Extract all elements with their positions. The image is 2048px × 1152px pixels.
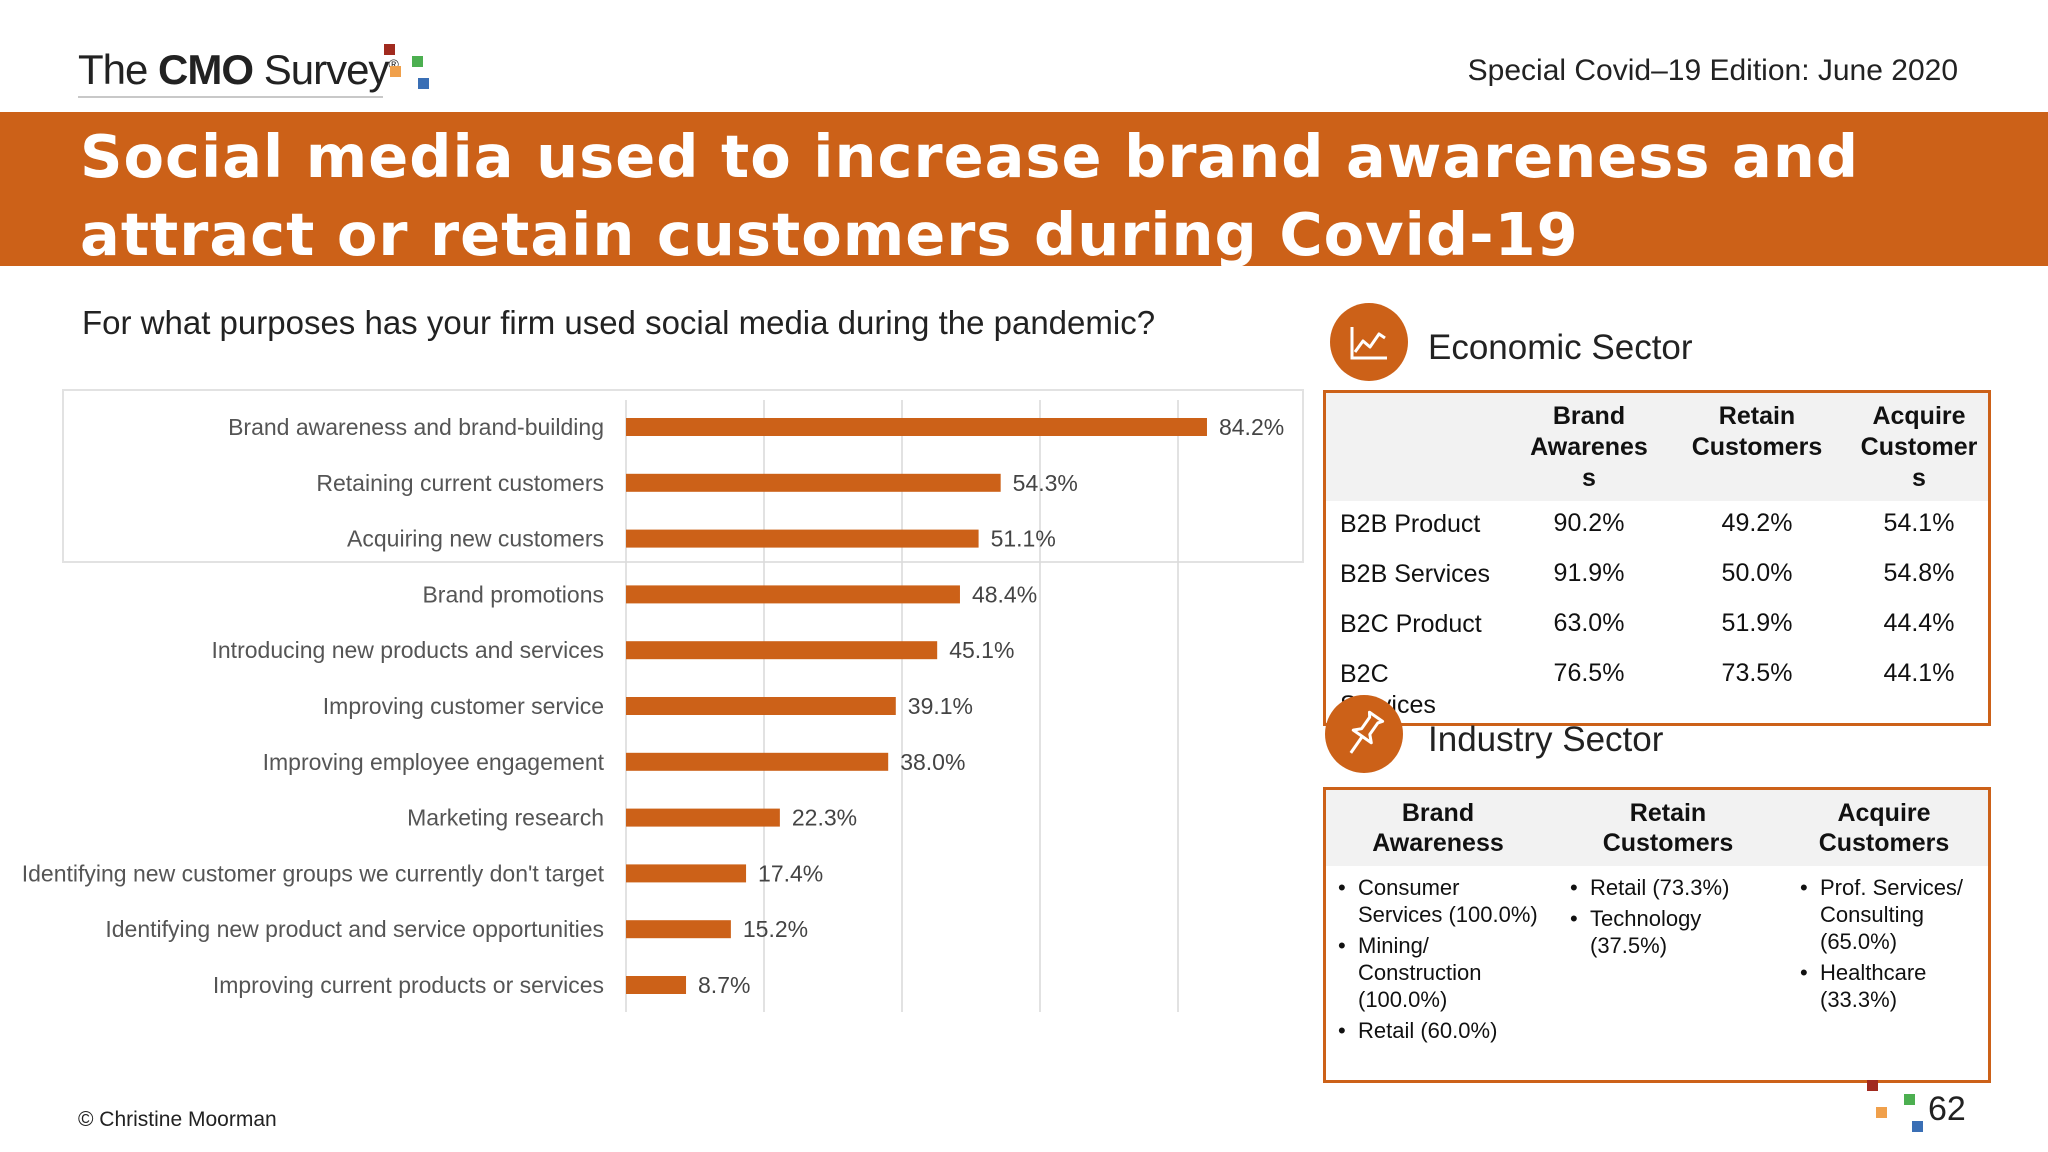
econ-cell: 49.2%	[1721, 509, 1793, 537]
line-chart-icon	[1350, 327, 1387, 360]
category-label: Introducing new products and services	[212, 637, 605, 663]
value-label: 39.1%	[908, 693, 973, 719]
category-label: Improving customer service	[323, 693, 604, 719]
ind-list-item: Mining/ Construction (100.0%)	[1338, 932, 1548, 1013]
category-label: Improving current products or services	[213, 972, 604, 998]
industry-icon-circle	[1325, 695, 1403, 773]
chart-highlight-box	[62, 389, 1304, 563]
copyright: © Christine Moorman	[78, 1108, 277, 1131]
bar	[626, 976, 687, 994]
edition-label: Special Covid–19 Edition: June 2020	[1467, 54, 1958, 87]
value-label: 45.1%	[949, 637, 1014, 663]
value-label: 8.7%	[698, 972, 750, 998]
bar-chart: Brand awareness and brand-building 84.2% R…	[22, 389, 1304, 1012]
bar	[626, 585, 960, 604]
economic-sector-table: Brand Awarenes s Retain Customers Acquire Cu…	[1323, 390, 1991, 726]
bar	[626, 529, 979, 548]
econ-row-label: B2B Services	[1340, 560, 1491, 588]
chart-gridlines	[625, 400, 1179, 1012]
econ-cell: 50.0%	[1721, 559, 1793, 587]
value-label: 51.1%	[991, 526, 1056, 552]
footer-square-red	[1867, 1080, 1878, 1091]
category-label: Acquiring new customers	[347, 526, 604, 552]
logo-square-blue	[418, 78, 429, 89]
bar	[626, 473, 1001, 492]
logo-text: The CMO Survey®	[78, 46, 399, 93]
econ-cell: 44.1%	[1883, 659, 1955, 687]
econ-cell: 51.9%	[1721, 609, 1793, 637]
econ-cell: 54.1%	[1883, 509, 1955, 537]
category-label: Identifying new customer groups we curre…	[22, 860, 605, 886]
ind-col-brand: Consumer Services (100.0%) Mining/ Const…	[1338, 874, 1548, 1048]
bar	[626, 752, 889, 771]
cmo-survey-logo: The CMO Survey®	[78, 42, 438, 98]
category-label: Brand promotions	[422, 581, 604, 607]
economic-sector-title: Economic Sector	[1428, 328, 1693, 367]
logo-square-red	[384, 44, 395, 55]
econ-cell: 91.9%	[1553, 559, 1625, 587]
bar	[626, 808, 780, 827]
economic-table-header	[1326, 393, 1988, 501]
ind-header-acquire: Acquire Customers	[1818, 799, 1950, 857]
ind-list-item: Prof. Services/ Consulting (65.0%)	[1800, 874, 1986, 955]
title-banner: Social media used to increase brand awar…	[0, 112, 2048, 269]
category-label: Retaining current customers	[316, 470, 604, 496]
ind-col-acquire: Prof. Services/ Consulting (65.0%) Healt…	[1800, 874, 1986, 1017]
bar	[626, 697, 896, 715]
value-label: 17.4%	[758, 860, 823, 886]
econ-cell: 90.2%	[1553, 509, 1625, 537]
economic-icon-circle	[1330, 303, 1408, 381]
chart-bars: Brand awareness and brand-building 84.2% R…	[22, 414, 1284, 998]
ind-list-item: Retail (73.3%)	[1570, 874, 1770, 901]
bar	[626, 920, 731, 939]
ind-list-item: Retail (60.0%)	[1338, 1017, 1548, 1044]
category-label: Improving employee engagement	[263, 749, 605, 775]
industry-sector-title: Industry Sector	[1428, 720, 1664, 759]
page-number: 62	[1928, 1090, 1966, 1128]
value-label: 38.0%	[900, 749, 965, 775]
econ-cell: 76.5%	[1553, 659, 1625, 687]
logo-square-orange	[390, 66, 401, 77]
ind-list-item: Consumer Services (100.0%)	[1338, 874, 1548, 928]
econ-header-acquire: Acquire Customer s	[1860, 402, 1978, 492]
industry-table-header	[1326, 790, 1988, 866]
logo-square-green	[412, 56, 423, 67]
value-label: 15.2%	[743, 916, 808, 942]
category-label: Identifying new product and service oppo…	[105, 916, 604, 942]
category-label: Marketing research	[407, 805, 604, 831]
footer-square-blue	[1912, 1121, 1923, 1132]
footer-square-green	[1904, 1094, 1915, 1105]
econ-cell: 44.4%	[1883, 609, 1955, 637]
ind-header-brand: Brand Awareness	[1372, 799, 1504, 857]
econ-header-brand: Brand Awarenes s	[1530, 402, 1648, 492]
ind-col-retain: Retail (73.3%) Technology (37.5%)	[1570, 874, 1770, 963]
category-label: Brand awareness and brand-building	[228, 414, 604, 440]
bar	[626, 418, 1207, 436]
econ-cell: 63.0%	[1553, 609, 1625, 637]
value-label: 22.3%	[792, 805, 857, 831]
survey-question: For what purposes has your firm used soc…	[82, 304, 1156, 341]
value-label: 84.2%	[1219, 414, 1284, 440]
econ-cell: 73.5%	[1721, 659, 1793, 687]
pushpin-icon	[1349, 710, 1385, 754]
value-label: 54.3%	[1013, 470, 1078, 496]
ind-list-item: Healthcare (33.3%)	[1800, 959, 1986, 1013]
value-label: 48.4%	[972, 581, 1037, 607]
econ-row-label: B2B Product	[1340, 510, 1481, 538]
ind-list-item: Technology (37.5%)	[1570, 905, 1770, 959]
econ-header-retain: Retain Customers	[1691, 402, 1823, 461]
page-title: Social media used to increase brand awar…	[80, 122, 1860, 269]
bar	[626, 864, 747, 883]
ind-header-retain: Retain Customers	[1602, 799, 1734, 857]
footer-square-orange	[1876, 1107, 1887, 1118]
econ-cell: 54.8%	[1883, 559, 1955, 587]
logo-underline	[78, 96, 383, 98]
bar	[626, 641, 938, 660]
industry-sector-table: Brand Awareness Retain Customers Acquire Cu…	[1323, 787, 1991, 1083]
econ-row-label: B2C Product	[1340, 610, 1482, 638]
